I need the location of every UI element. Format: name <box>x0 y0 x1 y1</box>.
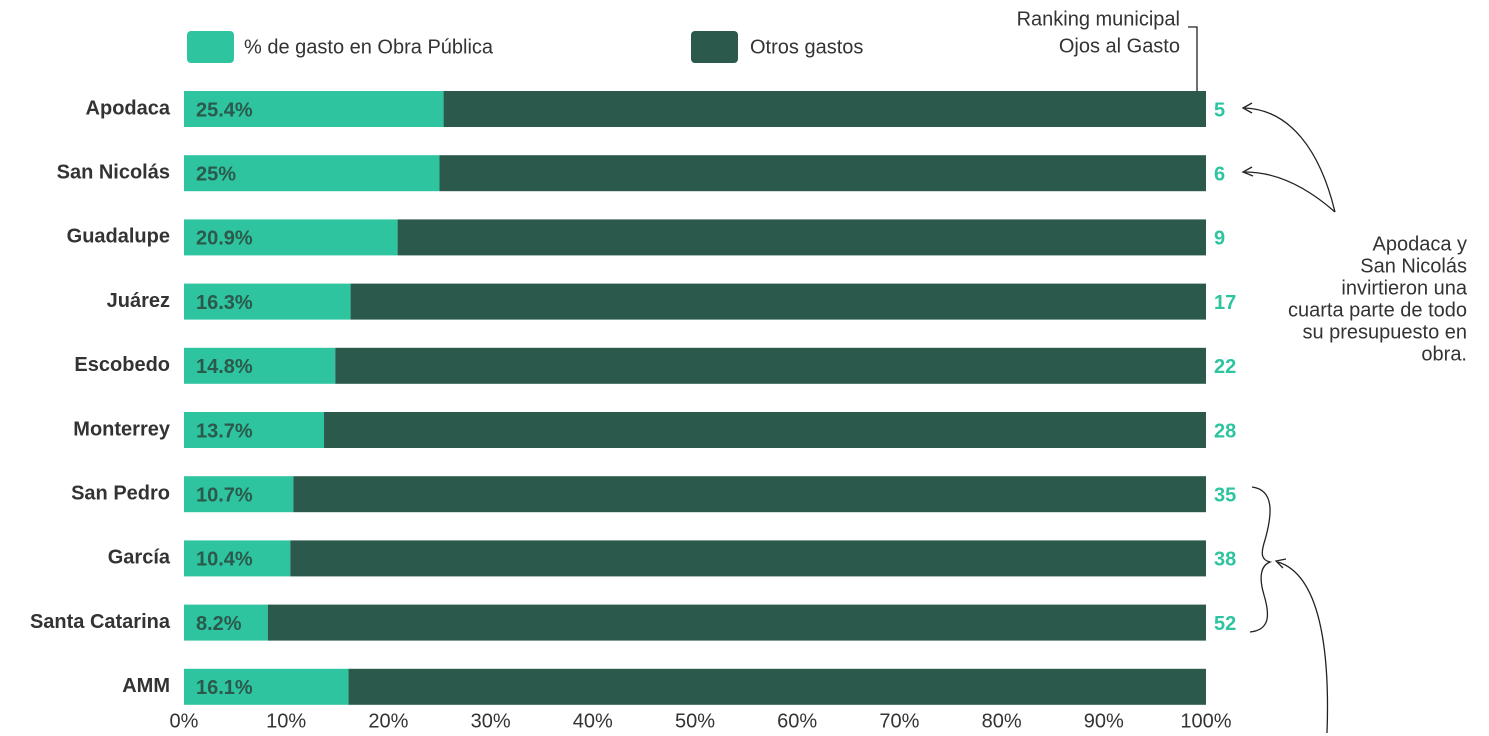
x-tick-label: 90% <box>1084 710 1124 732</box>
callout-arrowhead <box>1241 102 1253 114</box>
annotation: invirtieron una <box>1341 277 1468 299</box>
value-label: 16.3% <box>196 292 253 314</box>
bar-segment <box>324 412 1206 448</box>
value-label: 10.4% <box>196 549 253 571</box>
value-label: 25.4% <box>196 99 253 121</box>
ranking-label: 35 <box>1214 484 1236 506</box>
category-label: Santa Catarina <box>30 611 171 633</box>
category-label: García <box>108 547 171 569</box>
bar-segment <box>184 668 349 705</box>
bar-segment <box>184 347 336 384</box>
category-label: AMM <box>122 675 170 697</box>
category-label: San Nicolás <box>57 161 170 183</box>
value-label: 14.8% <box>196 356 253 378</box>
bar-segment <box>184 155 440 192</box>
bar-segment <box>184 91 444 127</box>
x-tick-label: 40% <box>573 710 613 732</box>
ranking-title: Ranking municipal <box>1017 8 1180 30</box>
value-label: 8.2% <box>196 613 242 635</box>
category-label: Monterrey <box>73 418 171 440</box>
ranking-label: 17 <box>1214 292 1236 314</box>
ranking-label: 6 <box>1214 163 1225 185</box>
category-label: Juárez <box>107 290 170 312</box>
bar-segment <box>184 540 291 577</box>
annotation: San Nicolás <box>1360 255 1467 277</box>
value-label: 20.9% <box>196 228 253 250</box>
bar-segment <box>350 283 1206 320</box>
callout-arrow <box>1244 171 1336 213</box>
annotation: Apodaca y <box>1372 233 1467 255</box>
value-label: 10.7% <box>196 484 253 506</box>
annotation: su presupuesto en <box>1302 321 1467 343</box>
ranking-bracket <box>1188 26 1198 100</box>
ranking-label: 22 <box>1214 356 1236 378</box>
legend-label: % de gasto en Obra Pública <box>244 36 494 58</box>
value-label: 13.7% <box>196 420 253 442</box>
bar-segment <box>184 412 325 448</box>
bar-segment <box>184 604 268 641</box>
x-tick-label: 30% <box>471 710 511 732</box>
legend-swatch <box>187 31 234 63</box>
annotation: obra. <box>1421 343 1467 365</box>
callout-arrow <box>1244 107 1336 213</box>
category-label: San Pedro <box>71 482 170 504</box>
ranking-label: 52 <box>1214 613 1236 635</box>
bar-segment <box>335 347 1207 384</box>
value-label: 25% <box>196 163 236 185</box>
legend-swatch <box>691 31 738 63</box>
ranking-title: Ojos al Gasto <box>1059 35 1180 57</box>
x-tick-label: 10% <box>266 710 306 732</box>
callout-arrow <box>1277 561 1329 734</box>
category-label: Escobedo <box>74 354 170 376</box>
bar-segment <box>439 155 1206 192</box>
category-label: Apodaca <box>86 97 171 119</box>
ranking-label: 38 <box>1214 549 1236 571</box>
bar-segment <box>184 476 294 513</box>
bar-segment <box>348 668 1206 705</box>
bar-segment <box>293 476 1206 513</box>
bar-segment <box>184 283 351 320</box>
ranking-label: 5 <box>1214 99 1225 121</box>
bar-segment <box>397 219 1206 256</box>
value-label: 16.1% <box>196 677 253 699</box>
legend-label: Otros gastos <box>750 36 863 58</box>
callout-arrowhead <box>1241 166 1254 177</box>
x-tick-label: 50% <box>675 710 715 732</box>
ranking-label: 9 <box>1214 228 1225 250</box>
x-tick-label: 20% <box>368 710 408 732</box>
callout-arrowhead <box>1274 558 1287 569</box>
bar-segment <box>184 219 398 256</box>
bar-segment <box>290 540 1207 577</box>
ranking-label: 28 <box>1214 420 1236 442</box>
x-tick-label: 60% <box>777 710 817 732</box>
bar-segment <box>267 604 1207 641</box>
x-tick-label: 0% <box>170 710 199 732</box>
category-label: Guadalupe <box>67 226 170 248</box>
x-tick-label: 100% <box>1180 710 1231 732</box>
bar-segment <box>443 91 1206 127</box>
x-tick-label: 80% <box>982 710 1022 732</box>
annotation: cuarta parte de todo <box>1288 299 1467 321</box>
brace <box>1249 486 1273 633</box>
x-tick-label: 70% <box>879 710 919 732</box>
